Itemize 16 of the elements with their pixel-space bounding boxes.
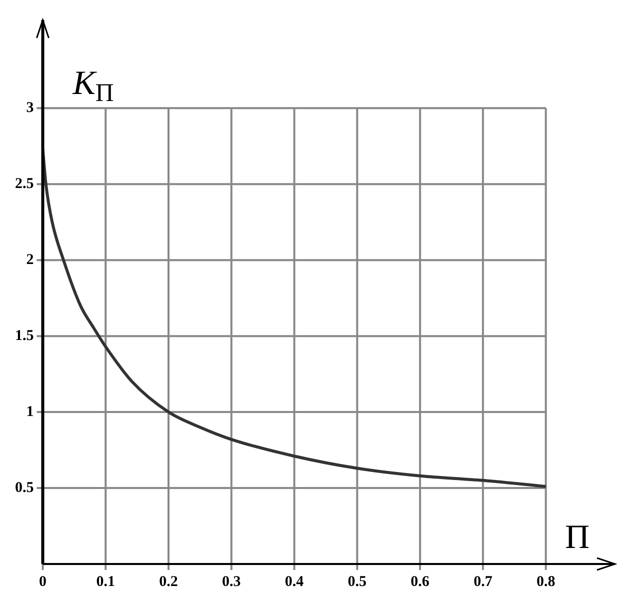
x-axis-title: П bbox=[565, 519, 590, 556]
x-tick-label: 0.2 bbox=[159, 574, 178, 590]
x-tick-label: 0.1 bbox=[96, 574, 116, 590]
x-tick-label: 0.4 bbox=[284, 574, 304, 590]
y-tick-label: 2 bbox=[26, 252, 34, 268]
y-tick-label: 3 bbox=[26, 100, 34, 116]
y-tick-label: 1.5 bbox=[15, 328, 34, 344]
x-tick-label: 0.6 bbox=[410, 574, 430, 590]
y-tick-label: 0.5 bbox=[15, 480, 34, 496]
x-tick-label: 0.5 bbox=[348, 574, 367, 590]
y-tick-label: 1 bbox=[26, 404, 34, 420]
x-tick-label: 0.7 bbox=[474, 574, 493, 590]
x-tick-label: 0 bbox=[39, 574, 46, 590]
x-tick-label: 0.3 bbox=[222, 574, 241, 590]
y-tick-label: 2.5 bbox=[15, 176, 34, 192]
x-tick-label: 0.8 bbox=[536, 574, 556, 590]
